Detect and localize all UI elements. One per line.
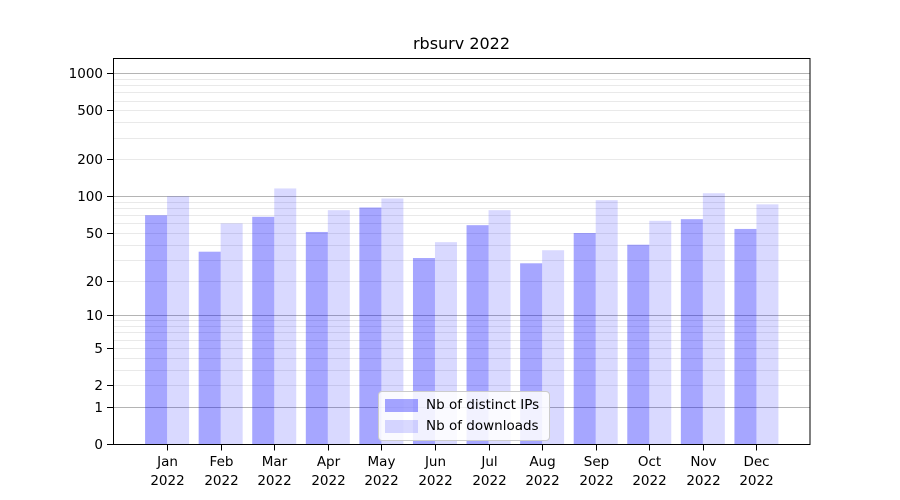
y-tick-label: 2: [94, 378, 103, 394]
x-tick-label-year: 2022: [150, 473, 184, 489]
bar-distinct-ips: [680, 219, 703, 444]
x-tick-label-year: 2022: [418, 473, 452, 489]
x-tick-label-year: 2022: [257, 473, 291, 489]
y-tick-label: 50: [86, 226, 103, 242]
x-tick-label-month: Sep: [584, 454, 609, 470]
x-tick-label-month: Nov: [690, 454, 716, 470]
x-tick-label-year: 2022: [686, 473, 720, 489]
y-tick-label: 1000: [69, 66, 103, 82]
plot-border: [113, 58, 811, 445]
bar-distinct-ips: [573, 233, 596, 444]
y-tick-label: 10: [86, 308, 103, 324]
legend-swatch-downloads-icon: [385, 420, 418, 433]
bar-downloads: [595, 200, 618, 444]
x-tick-label-year: 2022: [364, 473, 398, 489]
y-tick-label: 100: [77, 189, 103, 205]
bar-downloads: [167, 196, 190, 444]
bar-distinct-ips: [734, 228, 757, 444]
x-tick-label-year: 2022: [472, 473, 506, 489]
legend-swatch-distinct-ips-icon: [385, 399, 418, 412]
bar-downloads: [274, 188, 297, 444]
y-tick-label: 500: [77, 103, 103, 119]
x-tick-label-month: May: [368, 454, 396, 470]
x-tick-label-month: Aug: [529, 454, 555, 470]
x-tick-label-year: 2022: [579, 473, 613, 489]
bar-distinct-ips: [198, 251, 221, 444]
bar-distinct-ips: [627, 244, 650, 444]
y-tick-label: 1: [94, 400, 103, 416]
x-tick-label-month: Oct: [638, 454, 661, 470]
x-tick-label-year: 2022: [525, 473, 559, 489]
bar-distinct-ips: [145, 215, 168, 444]
x-tick-label-month: Jan: [156, 454, 178, 470]
chart-title: rbsurv 2022: [412, 34, 511, 53]
x-tick-label-year: 2022: [311, 473, 345, 489]
bar-distinct-ips: [466, 225, 489, 444]
bar-downloads: [649, 220, 672, 444]
x-tick-label-month: Feb: [210, 454, 234, 470]
y-tick-label: 5: [94, 341, 103, 357]
bar-downloads: [702, 193, 725, 444]
x-tick-label-year: 2022: [739, 473, 773, 489]
bar-downloads: [220, 223, 243, 444]
bar-downloads: [327, 210, 350, 444]
y-tick-label: 0: [94, 437, 103, 453]
bar-downloads: [381, 198, 404, 444]
bar-distinct-ips: [359, 207, 382, 444]
x-tick-label-year: 2022: [632, 473, 666, 489]
bar-distinct-ips: [305, 231, 328, 444]
y-tick-label: 200: [77, 152, 103, 168]
x-tick-label-month: Jun: [424, 454, 446, 470]
legend-item-downloads: Nb of downloads: [385, 418, 539, 435]
bar-downloads: [488, 210, 511, 444]
y-tick-label: 20: [86, 274, 103, 290]
x-tick-label-month: Mar: [262, 454, 288, 470]
x-tick-label-year: 2022: [204, 473, 238, 489]
x-tick-label-month: Jul: [480, 454, 497, 470]
bar-downloads: [756, 204, 779, 444]
legend-label-downloads: Nb of downloads: [426, 418, 539, 434]
legend-item-distinct-ips: Nb of distinct IPs: [385, 397, 539, 414]
legend: Nb of distinct IPs Nb of downloads: [378, 391, 551, 441]
bar-distinct-ips: [252, 216, 275, 444]
x-tick-label-month: Dec: [743, 454, 769, 470]
x-tick-label-month: Apr: [317, 454, 341, 470]
legend-label-distinct-ips: Nb of distinct IPs: [426, 397, 540, 413]
